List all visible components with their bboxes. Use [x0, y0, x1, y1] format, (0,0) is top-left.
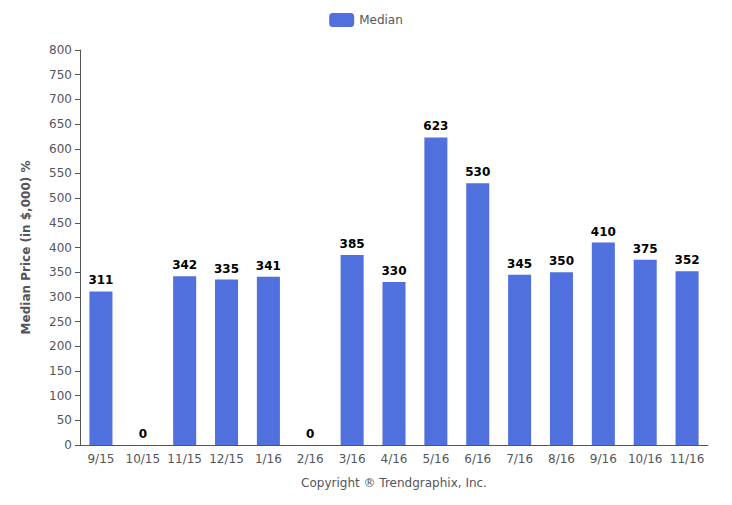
- svg-text:341: 341: [256, 259, 281, 273]
- svg-text:345: 345: [507, 257, 532, 271]
- svg-text:500: 500: [49, 191, 72, 205]
- svg-text:311: 311: [88, 273, 113, 287]
- svg-text:342: 342: [172, 258, 197, 272]
- svg-text:700: 700: [49, 92, 72, 106]
- svg-text:7/16: 7/16: [506, 452, 533, 466]
- svg-text:8/16: 8/16: [548, 452, 575, 466]
- svg-text:530: 530: [465, 165, 490, 179]
- svg-text:5/16: 5/16: [422, 452, 449, 466]
- svg-text:200: 200: [49, 339, 72, 353]
- svg-text:11/16: 11/16: [670, 452, 705, 466]
- svg-text:50: 50: [57, 413, 72, 427]
- svg-text:9/16: 9/16: [590, 452, 617, 466]
- svg-text:352: 352: [675, 253, 700, 267]
- svg-text:550: 550: [49, 166, 72, 180]
- svg-text:9/15: 9/15: [87, 452, 114, 466]
- svg-text:335: 335: [214, 262, 239, 276]
- svg-text:350: 350: [49, 265, 72, 279]
- svg-text:623: 623: [423, 119, 448, 133]
- svg-text:150: 150: [49, 364, 72, 378]
- svg-text:0: 0: [306, 427, 314, 441]
- svg-text:Median Price (in $,000) %: Median Price (in $,000) %: [19, 161, 33, 335]
- svg-text:600: 600: [49, 142, 72, 156]
- svg-text:0: 0: [139, 427, 147, 441]
- svg-text:2/16: 2/16: [297, 452, 324, 466]
- svg-text:3/16: 3/16: [339, 452, 366, 466]
- svg-text:10/15: 10/15: [126, 452, 161, 466]
- svg-text:750: 750: [49, 68, 72, 82]
- svg-text:375: 375: [633, 242, 658, 256]
- svg-text:450: 450: [49, 216, 72, 230]
- svg-text:1/16: 1/16: [255, 452, 282, 466]
- svg-text:400: 400: [49, 241, 72, 255]
- svg-text:0: 0: [64, 438, 72, 452]
- svg-text:6/16: 6/16: [464, 452, 491, 466]
- svg-text:Median: Median: [359, 13, 403, 27]
- svg-text:100: 100: [49, 389, 72, 403]
- svg-text:12/15: 12/15: [209, 452, 244, 466]
- svg-text:11/15: 11/15: [167, 452, 202, 466]
- svg-text:330: 330: [381, 264, 406, 278]
- svg-text:Copyright ® Trendgraphix, Inc.: Copyright ® Trendgraphix, Inc.: [301, 476, 487, 490]
- svg-text:410: 410: [591, 225, 616, 239]
- svg-text:4/16: 4/16: [381, 452, 408, 466]
- svg-text:650: 650: [49, 117, 72, 131]
- svg-text:10/16: 10/16: [628, 452, 663, 466]
- svg-text:385: 385: [340, 237, 365, 251]
- svg-text:300: 300: [49, 290, 72, 304]
- svg-text:350: 350: [549, 254, 574, 268]
- svg-text:250: 250: [49, 315, 72, 329]
- svg-text:800: 800: [49, 43, 72, 57]
